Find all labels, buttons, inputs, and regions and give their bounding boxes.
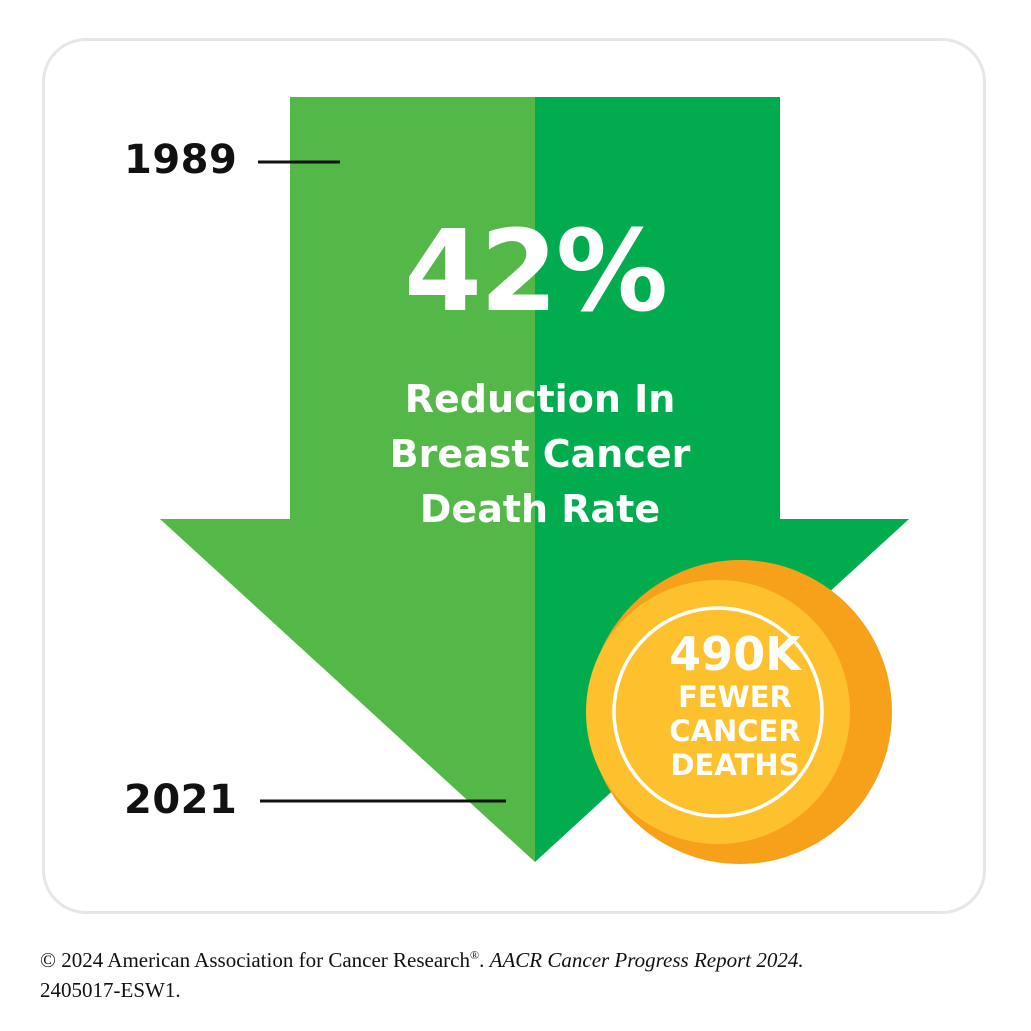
report-title: AACR Cancer Progress Report 2024. — [489, 948, 804, 972]
copyright-footer: © 2024 American Association for Cancer R… — [40, 940, 1000, 1005]
headline-line: Reduction In — [404, 377, 676, 421]
percent-reduction: 42% — [403, 207, 668, 337]
stat-headline: Reduction In Breast Cancer Death Rate — [290, 372, 790, 537]
badge-circle — [586, 560, 892, 864]
headline-line: Death Rate — [419, 487, 661, 531]
footer-separator: . — [479, 948, 490, 972]
end-year-label: 2021 — [124, 777, 238, 823]
badge-text: 490K FEWER CANCER DEATHS — [620, 628, 850, 782]
footer-code: 2405017-ESW1. — [40, 978, 181, 1002]
badge-number: 490K — [669, 627, 801, 681]
registered-mark: ® — [470, 948, 480, 962]
start-year-label: 1989 — [124, 137, 238, 183]
headline-line: Breast Cancer — [389, 432, 691, 476]
badge-line: DEATHS — [670, 748, 800, 782]
arrow-left-half — [160, 97, 535, 862]
badge-line: FEWER — [678, 680, 792, 714]
badge-line: CANCER — [669, 714, 801, 748]
copyright-text: © 2024 American Association for Cancer R… — [40, 948, 470, 972]
